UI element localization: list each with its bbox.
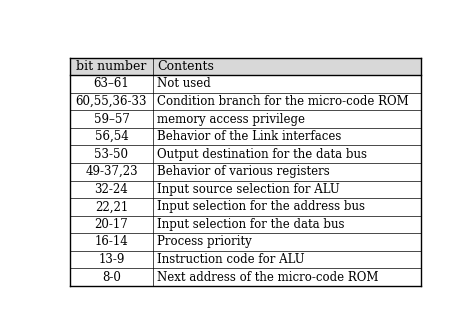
Text: 32-24: 32-24 <box>95 183 128 196</box>
Text: Input source selection for ALU: Input source selection for ALU <box>157 183 340 196</box>
Text: Output destination for the data bus: Output destination for the data bus <box>157 148 367 161</box>
Bar <box>70 75 153 93</box>
Text: 20-17: 20-17 <box>95 218 128 231</box>
Text: bit number: bit number <box>76 60 146 73</box>
Bar <box>70 180 153 198</box>
Text: Input selection for the address bus: Input selection for the address bus <box>157 200 365 213</box>
Text: 60,55,36-33: 60,55,36-33 <box>76 95 147 108</box>
Bar <box>70 128 153 145</box>
Bar <box>153 93 421 110</box>
Text: memory access privilege: memory access privilege <box>157 112 305 125</box>
Text: 53-50: 53-50 <box>94 148 128 161</box>
Text: 16-14: 16-14 <box>95 236 128 249</box>
Bar <box>70 93 153 110</box>
Bar <box>70 145 153 163</box>
Bar <box>70 233 153 251</box>
Text: Next address of the micro-code ROM: Next address of the micro-code ROM <box>157 271 379 284</box>
Text: 13-9: 13-9 <box>98 253 125 266</box>
Bar <box>153 198 421 216</box>
Text: 63–61: 63–61 <box>94 77 129 90</box>
Bar <box>70 216 153 233</box>
Text: 8-0: 8-0 <box>102 271 121 284</box>
Bar <box>153 128 421 145</box>
Text: Condition branch for the micro-code ROM: Condition branch for the micro-code ROM <box>157 95 409 108</box>
Text: Process priority: Process priority <box>157 236 252 249</box>
Bar <box>70 58 153 75</box>
Bar <box>70 251 153 268</box>
Bar <box>70 268 153 286</box>
Text: Contents: Contents <box>157 60 214 73</box>
Bar <box>153 216 421 233</box>
Bar <box>153 233 421 251</box>
Bar <box>153 58 421 75</box>
Text: Input selection for the data bus: Input selection for the data bus <box>157 218 345 231</box>
Text: 22,21: 22,21 <box>95 200 128 213</box>
Bar <box>153 110 421 128</box>
Text: 56,54: 56,54 <box>95 130 128 143</box>
Text: 59–57: 59–57 <box>93 112 129 125</box>
Bar <box>153 268 421 286</box>
Bar <box>153 75 421 93</box>
Bar <box>70 163 153 180</box>
Text: Behavior of the Link interfaces: Behavior of the Link interfaces <box>157 130 341 143</box>
Text: Behavior of various registers: Behavior of various registers <box>157 165 330 178</box>
Bar <box>70 198 153 216</box>
Text: 49-37,23: 49-37,23 <box>85 165 138 178</box>
Bar <box>153 145 421 163</box>
Bar <box>153 251 421 268</box>
Bar <box>153 163 421 180</box>
Bar <box>153 180 421 198</box>
Text: Not used: Not used <box>157 77 211 90</box>
Text: Instruction code for ALU: Instruction code for ALU <box>157 253 305 266</box>
Bar <box>70 110 153 128</box>
